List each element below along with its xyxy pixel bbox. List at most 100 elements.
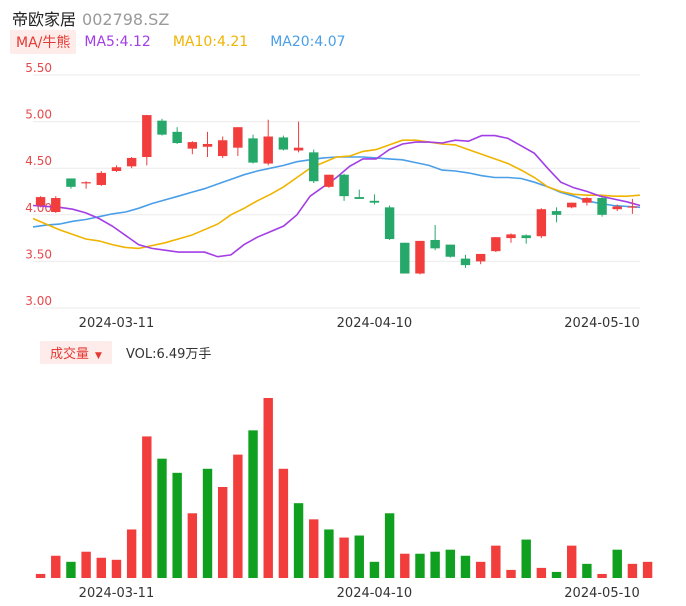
volume-bar — [506, 569, 516, 578]
candle — [627, 198, 638, 214]
candle — [460, 254, 471, 268]
candle-body — [309, 152, 319, 182]
ma10-legend-label: MA10:4.21 — [172, 34, 249, 50]
candle — [142, 115, 152, 166]
candle — [81, 181, 91, 189]
volume-bar — [172, 472, 182, 578]
volume-bar — [278, 468, 289, 578]
candle-body — [582, 198, 592, 203]
candle — [551, 207, 562, 223]
candle — [521, 234, 531, 244]
candle-body — [66, 178, 76, 187]
volume-bar — [567, 545, 577, 578]
candle — [384, 205, 395, 240]
candle-body — [400, 242, 410, 274]
ma5-legend-label: MA5:4.12 — [84, 34, 151, 50]
volume-bar — [248, 430, 258, 578]
ma-type-selector[interactable]: MA/牛熊 — [10, 30, 77, 54]
candle-body — [415, 240, 425, 274]
price-tick-label: 5.00 — [25, 108, 52, 122]
price-tick-label: 3.00 — [25, 294, 52, 308]
candle-body — [187, 142, 198, 149]
candle-body — [126, 157, 137, 167]
date-tick-label: 2024-03-11 — [79, 316, 155, 331]
volume-bar — [293, 503, 304, 578]
candle-body — [217, 140, 228, 157]
volume-bar — [384, 513, 395, 578]
volume-bar — [491, 545, 501, 578]
candle — [597, 197, 607, 217]
candle — [248, 134, 258, 164]
volume-bar — [51, 555, 61, 578]
candle — [233, 127, 243, 157]
price-tick-label: 5.50 — [25, 61, 52, 75]
volume-bar — [536, 567, 547, 578]
date-tick-label: 2024-05-10 — [564, 316, 640, 331]
candle-body — [612, 206, 622, 210]
volume-indicator-selector[interactable]: 成交量 ▼ — [40, 340, 112, 364]
ma20-legend-label: MA20:4.07 — [270, 34, 346, 50]
volume-date-tick-label: 2024-03-11 — [79, 586, 155, 601]
candle — [430, 225, 440, 251]
volume-bar — [157, 458, 167, 578]
volume-bar — [217, 486, 228, 578]
candle-body — [35, 197, 46, 206]
candle-body — [506, 234, 516, 239]
volume-bar — [35, 573, 46, 578]
volume-bar — [445, 549, 456, 578]
candle — [293, 121, 304, 153]
candle-body — [293, 147, 304, 151]
volume-bar — [324, 529, 334, 578]
candle-body — [248, 138, 258, 163]
volume-tag-label: 成交量 — [50, 346, 90, 362]
volume-date-tick-label: 2024-05-10 — [564, 586, 640, 601]
volume-bar — [582, 563, 592, 578]
volume-bar — [111, 559, 122, 578]
candle — [217, 136, 228, 158]
volume-bar — [627, 563, 638, 578]
candle-body — [96, 172, 106, 185]
candle — [51, 196, 61, 213]
candle — [339, 173, 349, 201]
ma5-line — [32, 134, 641, 258]
volume-bar — [354, 535, 364, 578]
volume-bar — [339, 537, 349, 578]
candle-body — [597, 198, 607, 215]
candle-body — [354, 197, 364, 199]
candle — [354, 189, 364, 199]
stock-code: 002798.SZ — [82, 10, 170, 29]
candle — [126, 157, 137, 169]
volume-bar — [187, 513, 198, 578]
price-tick-label: 3.50 — [25, 247, 52, 261]
dropdown-arrow-icon: ▼ — [95, 350, 102, 361]
volume-bar — [400, 553, 410, 578]
ma-legend: MA/牛熊 MA5:4.12 MA10:4.21 MA20:4.07 — [10, 30, 368, 54]
candle-body — [81, 182, 91, 184]
candle-body — [491, 237, 501, 252]
candle-body — [263, 136, 273, 164]
candle — [324, 174, 334, 188]
volume-bar — [142, 436, 152, 578]
volume-bar — [415, 553, 425, 578]
candle — [491, 237, 501, 253]
candle-body — [551, 211, 562, 215]
volume-legend: 成交量 ▼ VOL:6.49万手 — [40, 340, 211, 364]
volume-bar — [460, 555, 471, 578]
candle — [369, 194, 380, 205]
volume-bar — [96, 557, 106, 578]
candle — [445, 244, 456, 258]
candle-body — [324, 174, 334, 187]
candle-body — [233, 127, 243, 148]
candle — [202, 131, 213, 158]
volume-bar — [597, 573, 607, 578]
candle — [35, 196, 46, 208]
volume-bar — [81, 551, 91, 578]
volume-bar — [430, 551, 440, 578]
candle — [278, 135, 289, 151]
ma10-line — [32, 139, 641, 250]
candle-body — [430, 239, 440, 249]
candle — [263, 119, 273, 166]
candle — [172, 127, 182, 144]
candle-body — [521, 235, 531, 239]
